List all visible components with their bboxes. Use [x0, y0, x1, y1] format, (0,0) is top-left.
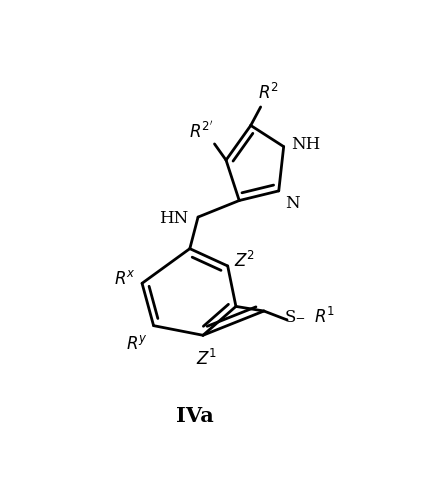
Text: S: S — [285, 310, 296, 326]
Text: N: N — [285, 194, 299, 212]
Text: $Z^2$: $Z^2$ — [234, 252, 255, 272]
Text: $R^y$: $R^y$ — [126, 336, 147, 353]
Text: $R^1$: $R^1$ — [314, 306, 335, 327]
Text: $Z^1$: $Z^1$ — [196, 349, 217, 369]
Text: NH: NH — [291, 136, 320, 153]
Text: IVa: IVa — [176, 406, 214, 426]
Text: $R^x$: $R^x$ — [114, 270, 136, 287]
Text: –: – — [296, 309, 305, 327]
Text: $R^{2'}$: $R^{2'}$ — [189, 121, 214, 142]
Text: $R^2$: $R^2$ — [258, 83, 279, 103]
Text: HN: HN — [159, 210, 188, 227]
